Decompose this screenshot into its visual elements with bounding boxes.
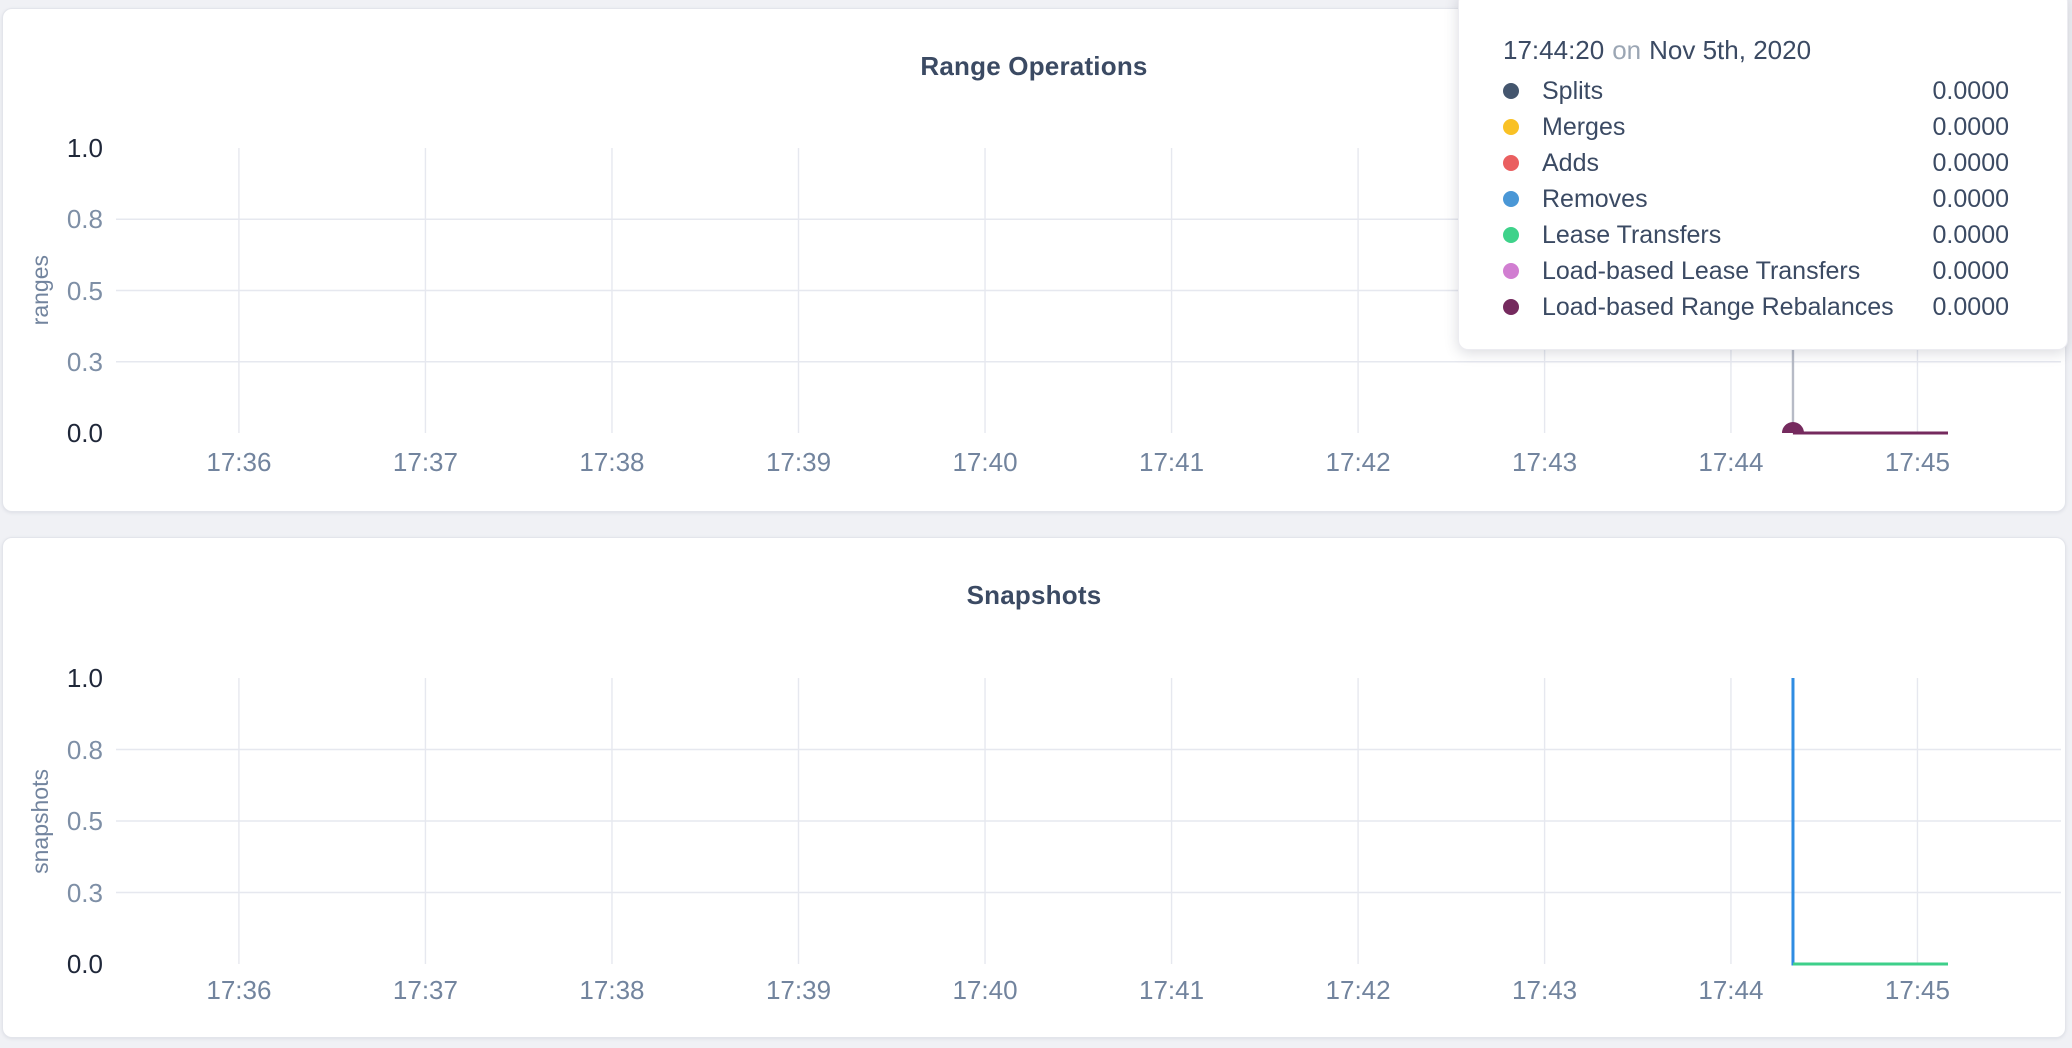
x-tick-label: 17:45 [1884, 447, 1950, 477]
x-tick-label: 17:45 [1884, 975, 1950, 1005]
y-tick-label: 0.3 [66, 877, 103, 908]
y-tick-label: 1.0 [66, 663, 103, 693]
hover-point-dot [1781, 422, 1804, 433]
x-tick-label: 17:41 [1139, 975, 1205, 1005]
hover-tooltip: 17:44:20 on Nov 5th, 2020 Splits 0.0000 Merg… [1458, 0, 2068, 350]
tooltip-series-row: Merges 0.0000 [1503, 109, 2009, 145]
series-label: Lease Transfers [1542, 220, 1722, 249]
x-tick-label: 17:43 [1512, 975, 1578, 1005]
tooltip-series-list: Splits 0.0000 Merges 0.0000 Adds 0.0000 Remove… [1503, 73, 2009, 325]
series-value: 0.0000 [1932, 112, 2009, 141]
chart-title: Snapshots [966, 580, 1102, 610]
x-tick-label: 17:37 [392, 975, 458, 1005]
y-tick-label: 0.8 [66, 204, 103, 235]
tooltip-series-row: Load-based Range Rebalances 0.0000 [1503, 289, 2009, 325]
y-tick-label: 0.5 [66, 275, 103, 306]
y-tick-label: 0.8 [66, 734, 103, 765]
series-color-dot [1503, 299, 1519, 315]
series-label: Removes [1542, 184, 1648, 213]
x-tick-label: 17:42 [1325, 447, 1391, 477]
x-tick-label: 17:40 [952, 975, 1018, 1005]
y-tick-label: 0.5 [66, 806, 103, 836]
tooltip-series-row: Removes 0.0000 [1503, 181, 2009, 217]
snapshots-chart-card: Snapshots snapshots 0.0 0.3 0.5 0.8 1.0 17:3… [2, 537, 2066, 1038]
x-tick-label: 17:44 [1698, 975, 1764, 1005]
series-value: 0.0000 [1932, 148, 2009, 177]
x-tick-label: 17:37 [392, 447, 458, 477]
series-value: 0.0000 [1932, 184, 2009, 213]
series-color-dot [1503, 191, 1519, 207]
tooltip-series-row: Load-based Lease Transfers 0.0000 [1503, 253, 2009, 289]
x-tick-label: 17:40 [952, 447, 1018, 477]
x-tick-label: 17:38 [579, 975, 645, 1005]
x-axis-ticks: 17:36 17:37 17:38 17:39 17:40 17:41 17:42 17:43… [116, 977, 2061, 1007]
series-label: Adds [1542, 148, 1599, 177]
series-label: Merges [1542, 112, 1626, 141]
x-tick-label: 17:42 [1325, 975, 1391, 1005]
x-tick-label: 17:44 [1698, 447, 1764, 477]
series-label: Load-based Lease Transfers [1542, 256, 1861, 285]
x-tick-label: 17:38 [579, 447, 645, 477]
series-color-dot [1503, 227, 1519, 243]
series-label: Load-based Range Rebalances [1542, 292, 1894, 321]
tooltip-series-row: Adds 0.0000 [1503, 145, 2009, 181]
chart-canvas[interactable] [116, 678, 2061, 966]
series-value: 0.0000 [1932, 220, 2009, 249]
x-tick-label: 17:41 [1139, 447, 1205, 477]
tooltip-connector: on [1612, 35, 1642, 65]
tooltip-time: 17:44:20 [1503, 35, 1605, 65]
series-value: 0.0000 [1932, 256, 2009, 285]
y-axis-ticks: 0.0 0.3 0.5 0.8 1.0 [3, 135, 103, 446]
series-color-dot [1503, 155, 1519, 171]
y-tick-label: 0.0 [66, 418, 103, 448]
series-value: 0.0000 [1932, 292, 2009, 321]
y-tick-label: 1.0 [66, 133, 103, 163]
x-tick-label: 17:36 [206, 975, 272, 1005]
tooltip-series-row: Lease Transfers 0.0000 [1503, 217, 2009, 253]
series-color-dot [1503, 119, 1519, 135]
tooltip-date: Nov 5th, 2020 [1649, 35, 1812, 65]
series-value: 0.0000 [1932, 76, 2009, 105]
x-tick-label: 17:43 [1512, 447, 1578, 477]
tooltip-timestamp: 17:44:20 on Nov 5th, 2020 [1503, 35, 2009, 65]
series-color-dot [1503, 83, 1519, 99]
y-axis-ticks: 0.0 0.3 0.5 0.8 1.0 [3, 665, 103, 977]
tooltip-series-row: Splits 0.0000 [1503, 73, 2009, 109]
x-tick-label: 17:39 [765, 975, 832, 1005]
chart-title: Range Operations [920, 51, 1148, 81]
y-tick-label: 0.3 [66, 346, 103, 377]
x-axis-ticks: 17:36 17:37 17:38 17:39 17:40 17:41 17:42 17:43… [116, 449, 2061, 479]
x-tick-label: 17:39 [765, 447, 832, 477]
snapshots-plot-area[interactable] [116, 678, 2061, 966]
series-color-dot [1503, 263, 1519, 279]
y-tick-label: 0.0 [66, 949, 103, 979]
x-tick-label: 17:36 [206, 447, 272, 477]
series-label: Splits [1542, 76, 1604, 105]
